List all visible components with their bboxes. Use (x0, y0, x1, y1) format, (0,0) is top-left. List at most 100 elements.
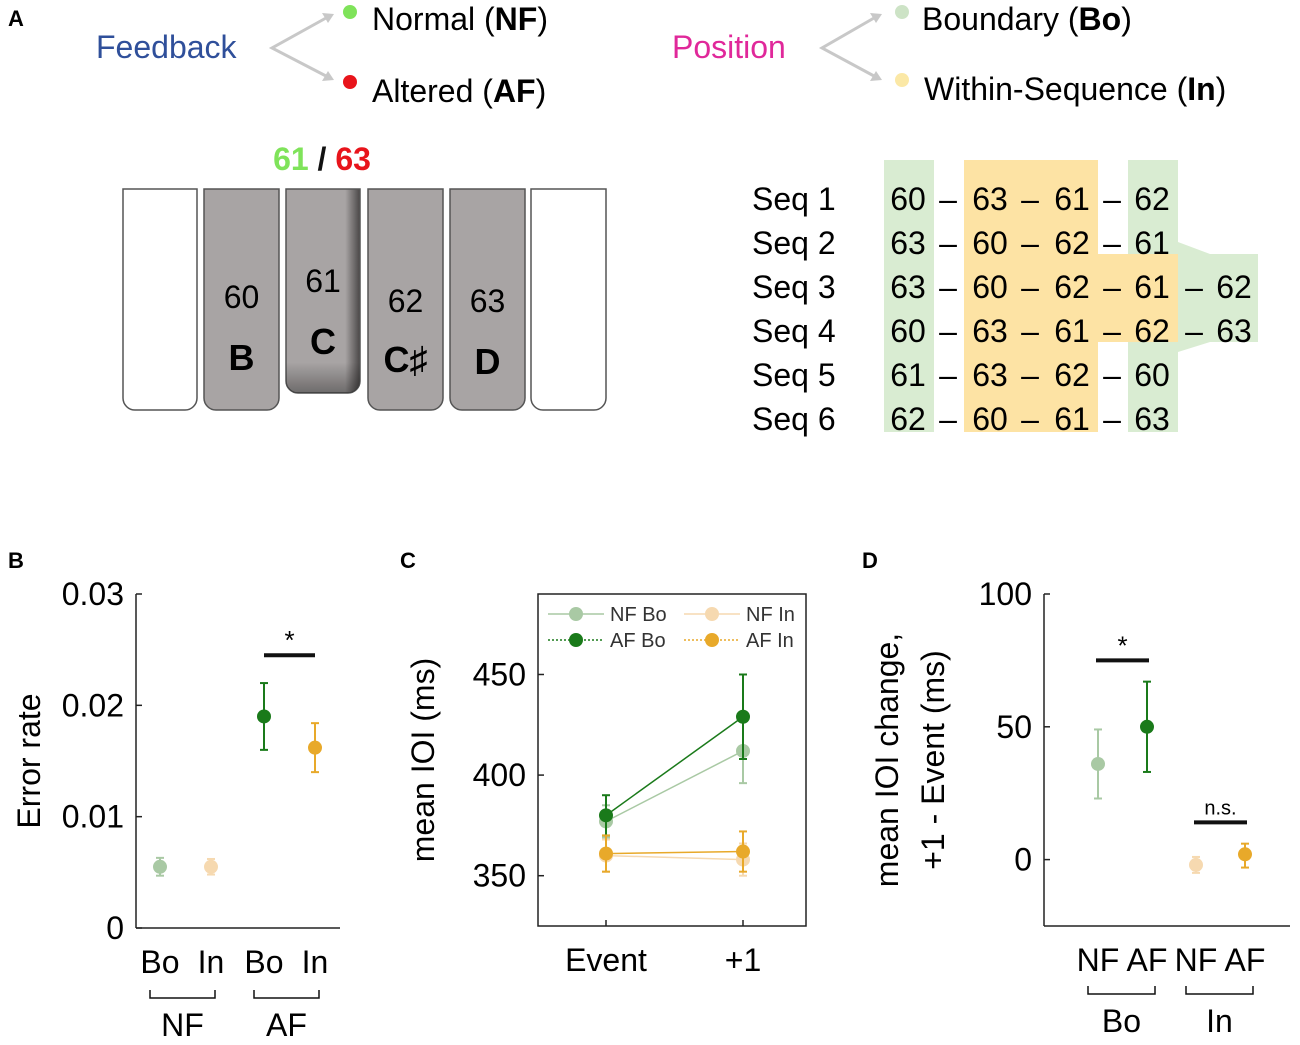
panel-c-label: C (400, 548, 416, 573)
feedback-label: Feedback (96, 29, 238, 65)
sequence-note: 61 (1054, 181, 1090, 217)
sequence-dash: – (1021, 401, 1039, 437)
c-af-in-1-point (736, 844, 750, 859)
d-group-in-label: In (1206, 1003, 1233, 1039)
white-key-left (122, 188, 198, 411)
b-xtick-label: In (198, 944, 225, 980)
d-significance-0-text: * (1117, 630, 1127, 660)
c-legend-nf-in-text: NF In (746, 604, 795, 626)
d-xtick-label: AF (1225, 942, 1266, 978)
d-xtick-label: NF (1077, 942, 1120, 978)
b-nf-in-point (204, 859, 218, 874)
d-bo-af-point (1140, 719, 1154, 734)
d-ylabel-line1: mean IOI change, (869, 633, 905, 887)
d-xtick-label: AF (1127, 942, 1168, 978)
b-ytick-label: 0 (106, 910, 124, 946)
sequence-label: Seq 6 (752, 401, 836, 437)
sequence-label: Seq 5 (752, 357, 836, 393)
sequence-note: 60 (890, 313, 926, 349)
sequence-note: 62 (1216, 269, 1252, 305)
sequence-dash: – (939, 313, 957, 349)
sequence-dash: – (1103, 225, 1121, 261)
c-nf-bo-line (605, 750, 744, 823)
c-legend-af-bo-text: AF Bo (610, 630, 666, 652)
sequence-dash: – (939, 401, 957, 437)
sequence-note: 63 (972, 357, 1008, 393)
sequence-dash: – (1185, 313, 1203, 349)
panel-d-label: D (862, 548, 878, 573)
altered-dot (343, 75, 357, 89)
key-note-name: C♯ (384, 339, 428, 380)
feedback-arrowhead-up (322, 13, 334, 23)
d-ylabel-line2: +1 - Event (ms) (915, 650, 951, 870)
sequence-dash: – (939, 357, 957, 393)
sequence-dash: – (939, 269, 957, 305)
panel-a-label: A (8, 6, 24, 31)
key-note-name: D (475, 341, 501, 382)
b-af-bo-point (257, 709, 271, 724)
key-number: 63 (470, 283, 506, 319)
keys: 60 B 61 C 62 C♯ 63 D (203, 188, 526, 411)
sequence-dash: – (1103, 313, 1121, 349)
sequence-note: 61 (1134, 269, 1170, 305)
boundary-band-extra (1210, 254, 1258, 342)
d-ytick-label: 0 (1014, 842, 1032, 878)
sequence-note: 63 (890, 225, 926, 261)
key-number: 61 (305, 263, 341, 299)
sequence-note: 60 (972, 401, 1008, 437)
sequence-note: 61 (1054, 313, 1090, 349)
boundary-dot (895, 5, 909, 19)
sequence-note: 61 (1134, 225, 1170, 261)
sequence-dash: – (1021, 181, 1039, 217)
c-af-bo-line (605, 716, 744, 816)
panel-a: A Feedback Normal (NF) Altered (AF) Posi… (8, 1, 1258, 437)
feedback-arrowhead-down (322, 71, 334, 81)
b-group-af-label: AF (266, 1007, 307, 1043)
panel-b: B 0 0.01 0.02 0.03 Error rate Bo In Bo In NF AF * (8, 548, 340, 1043)
boundary-legend-text: Boundary (Bo) (922, 1, 1132, 37)
b-ytick-label: 0.03 (62, 576, 124, 612)
d-in-nf-point (1189, 857, 1203, 872)
c-af-bo-0-point (599, 808, 613, 823)
sequence-label: Seq 3 (752, 269, 836, 305)
c-xtick-label: Event (565, 942, 647, 978)
sequence-label: Seq 4 (752, 313, 836, 349)
d-in-af-point (1238, 847, 1252, 862)
key-number: 60 (224, 279, 260, 315)
c-ylabel: mean IOI (ms) (405, 658, 441, 862)
sequence-note: 60 (890, 181, 926, 217)
sequence-dash: – (1021, 225, 1039, 261)
sequence-note: 63 (1134, 401, 1170, 437)
c-ytick-label: 350 (473, 858, 526, 894)
sequence-note: 61 (1054, 401, 1090, 437)
key-note-name: B (229, 337, 255, 378)
b-xtick-label: Bo (244, 944, 283, 980)
sequence-note: 62 (890, 401, 926, 437)
b-ytick-label: 0.02 (62, 687, 124, 723)
c-af-in-0-point (599, 846, 613, 861)
d-group-bo-label: Bo (1102, 1003, 1141, 1039)
sequence-note: 60 (1134, 357, 1170, 393)
b-xtick-label: In (302, 944, 329, 980)
feedback-branch-arrow (268, 16, 327, 78)
d-ytick-label: 50 (996, 709, 1032, 745)
sequence-note: 62 (1054, 269, 1090, 305)
d-bo-nf-point (1091, 756, 1105, 771)
sequence-dash: – (939, 181, 957, 217)
sequence-dash: – (1103, 401, 1121, 437)
boundary-band-last-top (1128, 160, 1178, 254)
sequence-note: 62 (1054, 357, 1090, 393)
c-legend-af-in-text: AF In (746, 630, 794, 652)
sequence-dash: – (1185, 269, 1203, 305)
altered-legend-text: Altered (AF) (372, 73, 546, 109)
c-af-in-line (605, 850, 744, 855)
c-legend-nf-in-swatch-dot (705, 607, 719, 621)
sequence-dash: – (1103, 181, 1121, 217)
boundary-band-last-bottom (1128, 342, 1178, 432)
c-ytick-label: 400 (473, 757, 526, 793)
b-ylabel: Error rate (11, 693, 47, 828)
sequence-note: 62 (1134, 181, 1170, 217)
c-legend-af-bo-swatch-dot (569, 633, 583, 647)
